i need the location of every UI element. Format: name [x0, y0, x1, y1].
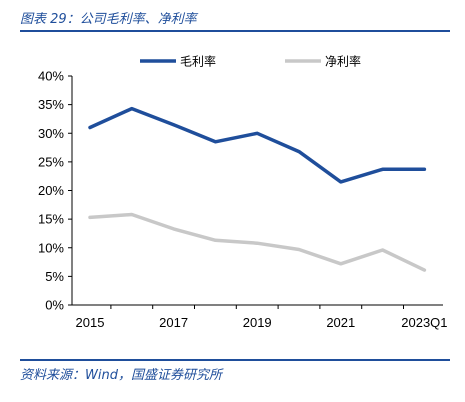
legend: 毛利率 净利率 [140, 54, 361, 69]
y-tick-label: 10% [38, 240, 64, 255]
title-divider [20, 30, 450, 32]
y-tick-label: 5% [45, 269, 64, 284]
y-tick-label: 0% [45, 298, 64, 313]
x-tick-label: 2023Q1 [401, 315, 447, 330]
y-tick-label: 35% [38, 97, 64, 112]
axes: 0% 5% 10% 15% 20% 25% 30% 35% 40% 2015 2017 2019 202… [38, 69, 448, 331]
x-tick-label: 2017 [159, 315, 188, 330]
x-tick-label: 2015 [76, 315, 105, 330]
x-tick-label: 2019 [243, 315, 272, 330]
y-tick-label: 15% [38, 212, 64, 227]
series-lines [88, 106, 427, 272]
y-tick-label: 30% [38, 126, 64, 141]
source-note: 资料来源：Wind，国盛证券研究所 [20, 368, 222, 383]
series-line-1 [88, 106, 427, 184]
series-line-2 [88, 212, 427, 272]
legend-label-1: 毛利率 [180, 54, 216, 69]
chart-title: 图表 29：公司毛利率、净利率 [20, 12, 197, 27]
y-tick-label: 25% [38, 154, 64, 169]
source-divider [20, 359, 450, 361]
y-tick-label: 40% [38, 69, 64, 84]
x-tick-label: 2021 [326, 315, 355, 330]
y-tick-label: 20% [38, 183, 64, 198]
legend-label-2: 净利率 [325, 54, 361, 69]
